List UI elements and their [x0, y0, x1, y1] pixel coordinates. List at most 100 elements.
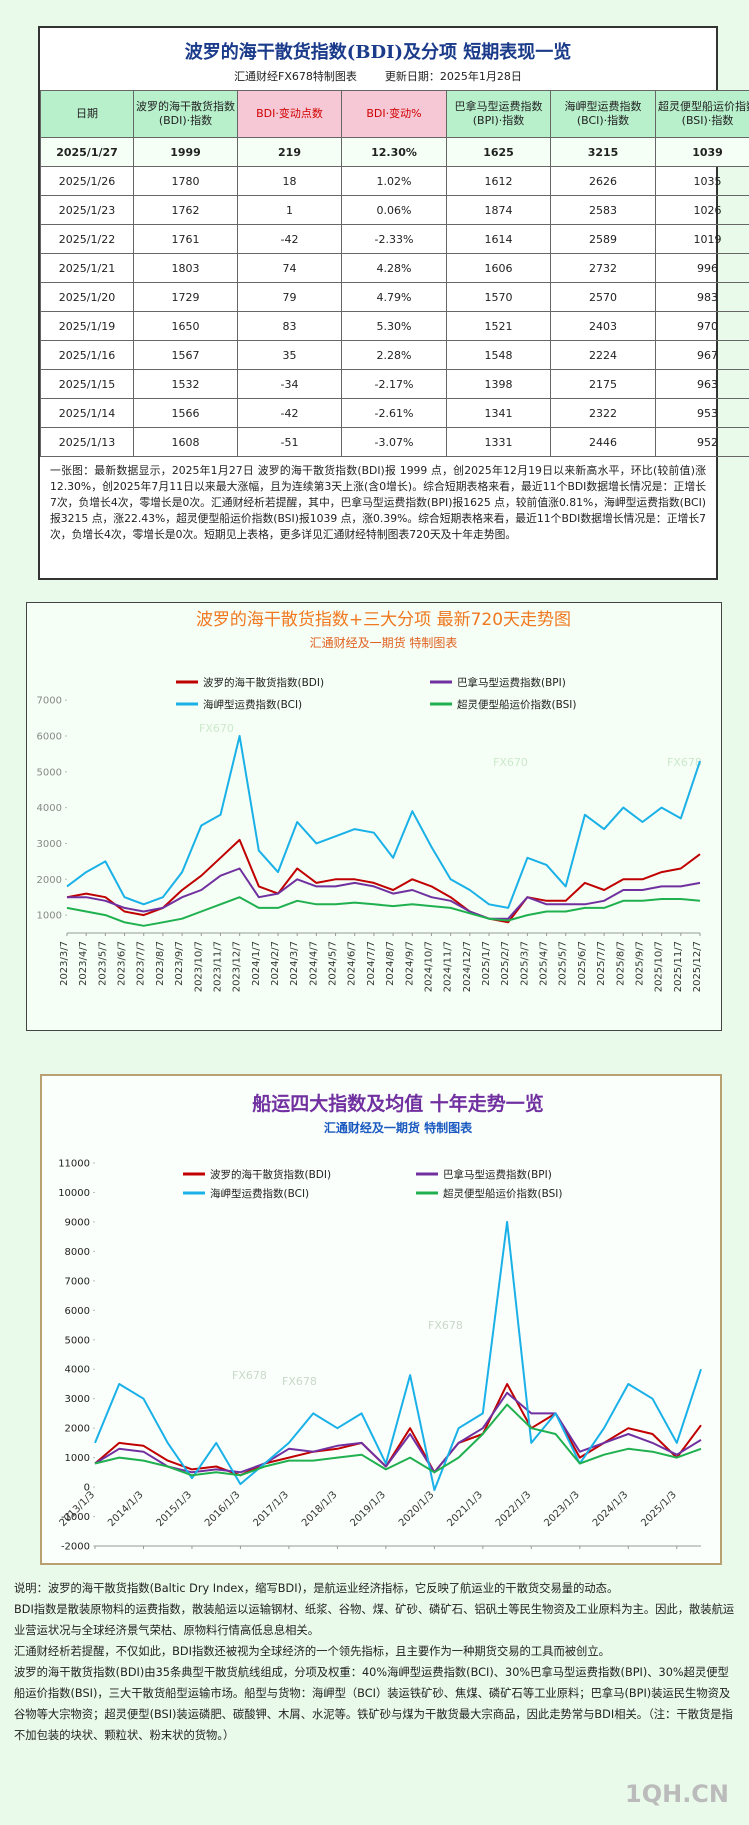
cell: 1780	[133, 166, 238, 196]
header-cell: BDI·变动点数	[237, 90, 342, 138]
chart-subtitle: 汇通财经及一期货 特制图表	[324, 1120, 473, 1135]
cell: 1532	[133, 369, 238, 399]
series-line	[66, 896, 701, 927]
row: 2025/1/16 1567 35 2.28% 1548 2224 967	[40, 340, 749, 370]
y-tick-label: 6000	[37, 731, 62, 742]
cell: 963	[655, 369, 749, 399]
row: 2025/1/19 1650 83 5.30% 1521 2403 970	[40, 311, 749, 341]
chart-title: 波罗的海干散货指数+三大分项 最新720天走势图	[196, 610, 571, 630]
y-tick-label: 7000	[37, 696, 62, 707]
cell: 79	[237, 282, 342, 312]
legend-label: 超灵便型船运价指数(BSI)	[443, 1187, 562, 1200]
x-tick-label: 2023/5/7	[97, 941, 108, 986]
cell: 18	[237, 166, 342, 196]
source: 汇通财经FX678特制图表	[234, 70, 357, 83]
cell: 2589	[550, 224, 656, 254]
cell: -2.33%	[341, 224, 447, 254]
cell: 2025/1/19	[40, 311, 134, 341]
x-tick-label: 2025/4/7	[539, 941, 550, 986]
y-tick-label: 10000	[58, 1188, 90, 1199]
y-tick-label: 3000	[37, 839, 62, 850]
y-tick-label: 4000	[37, 803, 62, 814]
x-tick-label: 2023/6/7	[117, 941, 128, 986]
cell: 1	[237, 195, 342, 225]
x-tick-label: 2024/12/7	[462, 941, 473, 992]
x-tick-label: 2024/1/3	[591, 1489, 631, 1529]
x-tick-label: 2023/10/7	[193, 941, 204, 992]
legend-label: 波罗的海干散货指数(BDI)	[203, 676, 324, 689]
chart-subtitle: 汇通财经及一期货 特制图表	[310, 635, 458, 650]
x-tick-label: 2025/10/7	[654, 941, 665, 992]
x-tick-label: 2023/8/7	[155, 941, 166, 986]
watermark: 1QH.CN	[625, 1780, 730, 1808]
cell: 1803	[133, 253, 238, 283]
cell: 1.02%	[341, 166, 447, 196]
x-tick-label: 2025/1/7	[481, 941, 492, 986]
x-tick-label: 2024/4/7	[308, 941, 319, 986]
table: 日期 波罗的海干散货指数(BDI)·指数 BDI·变动点数 BDI·变动% 巴拿马型运费…	[40, 90, 749, 457]
cell: 1026	[655, 195, 749, 225]
table-subtitle: 汇通财经FX678特制图表 更新日期：2025年1月28日	[40, 68, 716, 84]
cell: 1761	[133, 224, 238, 254]
watermark: FX678	[667, 756, 702, 769]
cell: 983	[655, 282, 749, 312]
cell: 2025/1/20	[40, 282, 134, 312]
legend-label: 海岬型运费指数(BCI)	[203, 698, 302, 711]
legend-label: 超灵便型船运价指数(BSI)	[457, 698, 576, 711]
cell: -42	[237, 224, 342, 254]
cell: 2025/1/27	[40, 137, 134, 167]
cell: 967	[655, 340, 749, 370]
legend-label: 巴拿马型运费指数(BPI)	[443, 1168, 552, 1181]
y-tick-label: 11000	[58, 1159, 90, 1170]
cell: 1874	[446, 195, 551, 225]
row: 2025/1/21 1803 74 4.28% 1606 2732 996	[40, 253, 749, 283]
cell: 1331	[446, 427, 551, 457]
x-tick-label: 2018/1/3	[300, 1489, 340, 1529]
y-tick-label: -1000	[61, 1512, 90, 1523]
notes: 说明：波罗的海干散货指数(Baltic Dry Index，缩写BDI)，是航运…	[14, 1578, 739, 1746]
cell: 1521	[446, 311, 551, 341]
cell: 2025/1/22	[40, 224, 134, 254]
x-tick-label: 2023/7/7	[136, 941, 147, 986]
y-tick-label: 2000	[37, 875, 62, 886]
cell: 4.28%	[341, 253, 447, 283]
cell: 2570	[550, 282, 656, 312]
cell: 1019	[655, 224, 749, 254]
cell: 5.30%	[341, 311, 447, 341]
cell: 2175	[550, 369, 656, 399]
y-tick-label: 5000	[65, 1335, 90, 1346]
cell: 2732	[550, 253, 656, 283]
x-tick-label: 2025/2/7	[500, 941, 511, 986]
watermark: FX678	[232, 1369, 267, 1382]
cell: 4.79%	[341, 282, 447, 312]
row: 2025/1/14 1566 -42 -2.61% 1341 2322 953	[40, 398, 749, 428]
y-tick-label: 7000	[65, 1276, 90, 1287]
x-tick-label: 2024/3/7	[289, 941, 300, 986]
cell: 2403	[550, 311, 656, 341]
y-tick-label: 1000	[65, 1453, 90, 1464]
x-tick-label: 2023/4/7	[78, 941, 89, 986]
chart-title: 船运四大指数及均值 十年走势一览	[252, 1092, 544, 1115]
row: 2025/1/15 1532 -34 -2.17% 1398 2175 963	[40, 369, 749, 399]
cell: 2224	[550, 340, 656, 370]
cell: 1548	[446, 340, 551, 370]
cell: 35	[237, 340, 342, 370]
note: BDI指数是散装原物料的运费指数，散装船运以运输钢材、纸浆、谷物、煤、矿砂、磷矿…	[14, 1603, 735, 1637]
cell: 2.28%	[341, 340, 447, 370]
series-line	[94, 1220, 702, 1491]
cell: 1341	[446, 398, 551, 428]
y-tick-label: 9000	[65, 1217, 90, 1228]
x-tick-label: 2025/7/7	[596, 941, 607, 986]
cell: 2583	[550, 195, 656, 225]
cell: 219	[237, 137, 342, 167]
x-tick-label: 2025/5/7	[558, 941, 569, 986]
x-tick-label: 2024/8/7	[385, 941, 396, 986]
x-tick-label: 2023/3/7	[59, 941, 70, 986]
cell: 2025/1/21	[40, 253, 134, 283]
summary-table-box: 波罗的海干散货指数(BDI)及分项 短期表现一览 汇通财经FX678特制图表 更新…	[38, 26, 749, 580]
cell: 0.06%	[341, 195, 447, 225]
x-tick-label: 2024/1/7	[251, 941, 262, 986]
cell: 1612	[446, 166, 551, 196]
